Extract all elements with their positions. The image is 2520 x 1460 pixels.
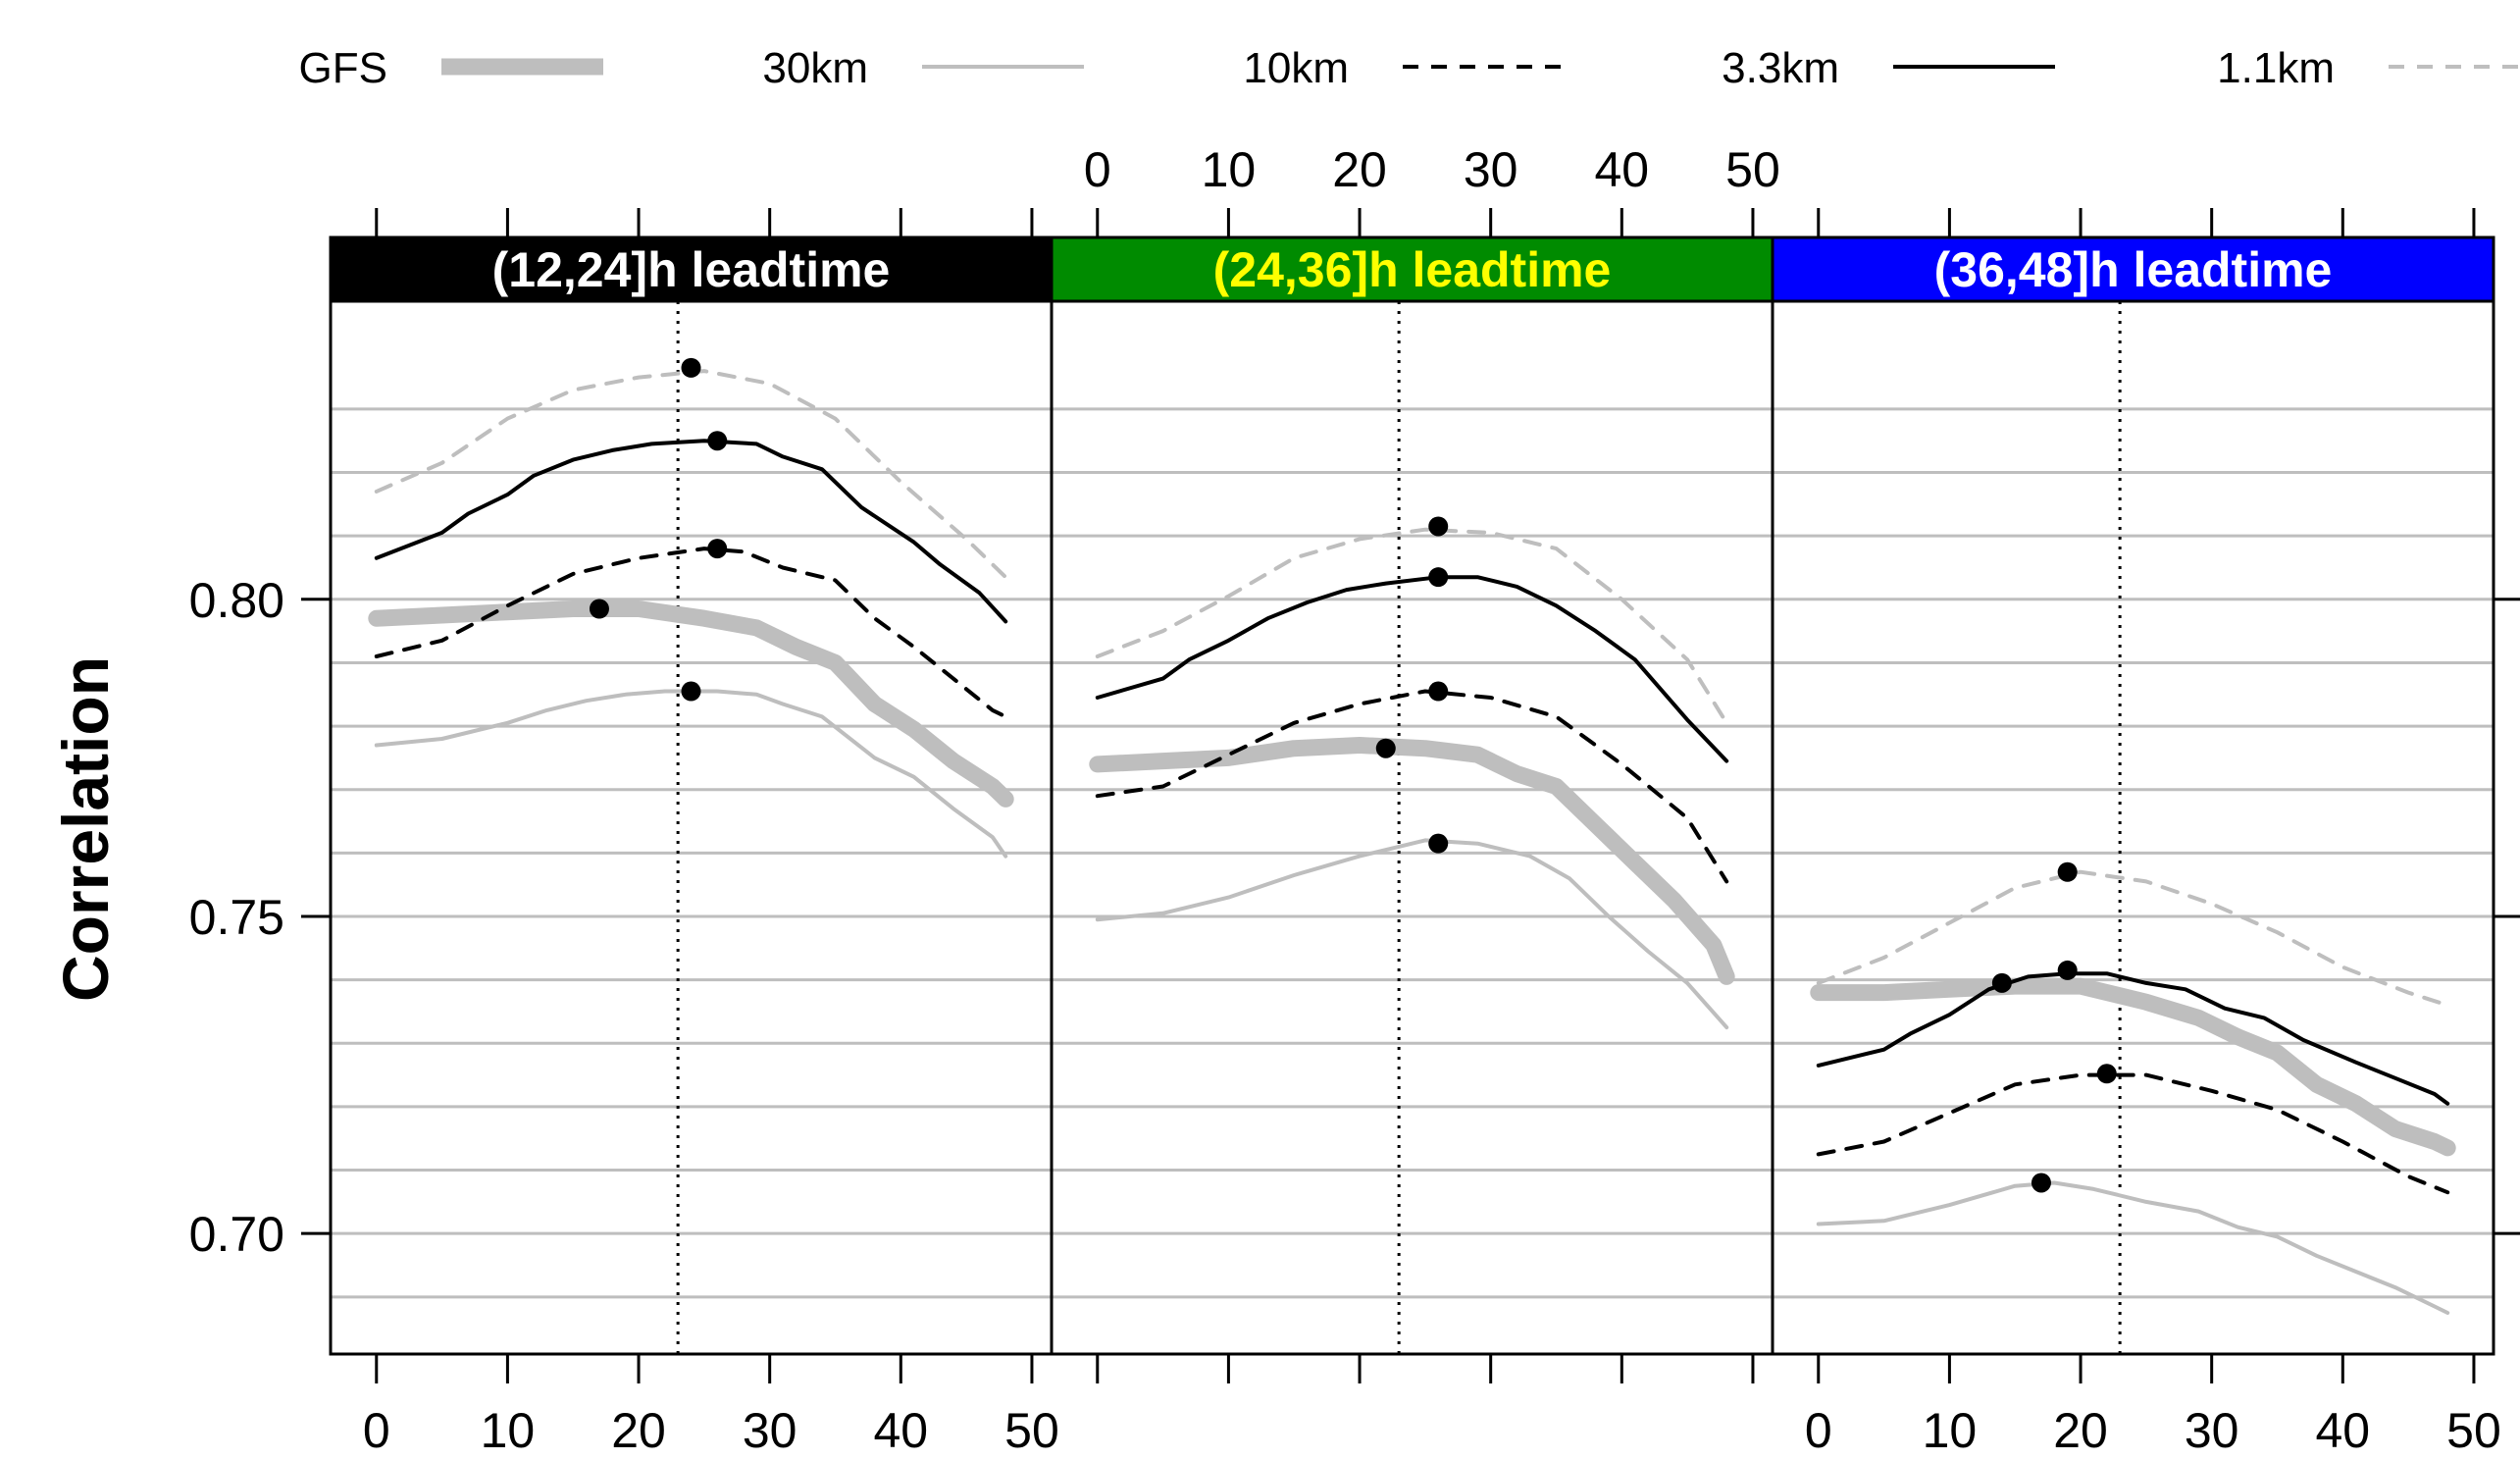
series-line-3-3km xyxy=(1816,971,2450,1106)
x-tick-label-bottom: 30 xyxy=(2185,1403,2239,1458)
gridlines xyxy=(331,407,1052,1299)
legend-item-30km: 30km xyxy=(762,44,1084,92)
top-x-axis: 0 10 20 30 40 50 xyxy=(375,142,2476,237)
gridlines xyxy=(1052,407,1773,1299)
series-line-10km xyxy=(1816,1072,2450,1195)
panel-title: (36,48]h leadtime xyxy=(1934,242,2333,297)
panel-frame xyxy=(1771,299,2495,1356)
x-tick-label-bottom: 30 xyxy=(743,1403,797,1458)
left-y-axis: 0.70 0.75 0.80 xyxy=(189,573,331,1262)
x-tick-label-bottom: 50 xyxy=(1004,1403,1059,1458)
panel-frame xyxy=(1050,299,1774,1356)
panel-strip xyxy=(329,235,1054,303)
panel-1: (12,24]h leadtime xyxy=(329,235,1054,1356)
series-line-1-1km xyxy=(374,369,1008,580)
series-line-10km xyxy=(1095,689,1729,884)
series-line-10km xyxy=(374,547,1008,719)
x-tick-label-top: 40 xyxy=(1595,142,1650,197)
max-point-gfs xyxy=(1375,738,1396,758)
panel-2: (24,36]h leadtime xyxy=(1050,235,1774,1356)
y-tick-label: 0.75 xyxy=(189,890,284,945)
x-tick-label-bottom: 0 xyxy=(1805,1403,1832,1458)
x-tick-label-top: 0 xyxy=(1084,142,1111,197)
max-point-gfs xyxy=(1991,972,2012,993)
x-tick-label-bottom: 40 xyxy=(874,1403,929,1458)
panel-title: (24,36]h leadtime xyxy=(1213,242,1612,297)
x-tick-label-bottom: 20 xyxy=(611,1403,666,1458)
x-tick-label-top: 30 xyxy=(1464,142,1518,197)
series-line-1-1km xyxy=(1095,527,1729,725)
x-tick-label-bottom: 10 xyxy=(481,1403,536,1458)
legend-item-gfs: GFS xyxy=(299,44,603,92)
panel-title: (12,24]h leadtime xyxy=(492,242,891,297)
panels: (12,24]h leadtime (24,36]h leadtime (36,48… xyxy=(329,235,2495,1356)
max-point-30km xyxy=(681,681,701,702)
max-point-10km xyxy=(707,539,728,559)
legend-label-1-1km: 1.1km xyxy=(2217,44,2335,92)
max-point-3-3km xyxy=(1428,567,1449,588)
x-tick-label-top: 50 xyxy=(1725,142,1780,197)
panel-strip xyxy=(1771,235,2495,303)
y-tick-label: 0.70 xyxy=(189,1207,284,1262)
series-line-3-3km xyxy=(1095,575,1729,763)
series-line-30km xyxy=(1816,1180,2450,1315)
max-point-1-1km xyxy=(2057,861,2078,882)
series-line-gfs xyxy=(1089,737,1735,985)
max-point-30km xyxy=(2031,1173,2051,1193)
series-line-3-3km xyxy=(374,439,1008,624)
right-y-axis xyxy=(2494,598,2520,1235)
x-tick-label-bottom: 0 xyxy=(363,1403,390,1458)
y-axis-label: Correlation xyxy=(49,656,122,1002)
panel-frame xyxy=(329,299,1054,1356)
max-point-1-1km xyxy=(1428,516,1449,537)
max-point-3-3km xyxy=(707,431,728,451)
series-line-30km xyxy=(374,689,1008,859)
x-tick-label-bottom: 10 xyxy=(1923,1403,1978,1458)
series-lines xyxy=(368,369,1014,859)
series-line-1-1km xyxy=(1816,869,2450,1008)
x-tick-label-top: 10 xyxy=(1202,142,1257,197)
series-line-gfs xyxy=(1810,977,2456,1157)
panel-3: (36,48]h leadtime xyxy=(1771,235,2495,1356)
series-line-gfs xyxy=(368,600,1014,808)
legend-item-1-1km: 1.1km xyxy=(2217,44,2520,92)
max-point-3-3km xyxy=(2057,960,2078,980)
x-tick-label-bottom: 20 xyxy=(2053,1403,2108,1458)
legend-item-10km: 10km xyxy=(1243,44,1565,92)
x-tick-label-bottom: 40 xyxy=(2316,1403,2371,1458)
panel-strip xyxy=(1050,235,1774,303)
x-tick-label-top: 20 xyxy=(1332,142,1387,197)
max-point-30km xyxy=(1428,833,1449,854)
legend-label-3-3km: 3.3km xyxy=(1722,44,1839,92)
series-lines xyxy=(1810,869,2456,1315)
max-point-10km xyxy=(1428,681,1449,702)
legend-label-gfs: GFS xyxy=(299,44,387,92)
legend: GFS 30km 10km 3.3km 1.1km xyxy=(299,44,2520,92)
legend-item-3-3km: 3.3km xyxy=(1722,44,2055,92)
legend-label-30km: 30km xyxy=(762,44,868,92)
max-point-10km xyxy=(2096,1064,2117,1084)
y-tick-label: 0.80 xyxy=(189,573,284,628)
bottom-x-axis: 0 10 20 30 40 50 0 10 20 30 40 50 xyxy=(363,1354,2501,1458)
series-line-30km xyxy=(1095,838,1729,1030)
max-point-gfs xyxy=(589,599,609,619)
series-lines xyxy=(1089,527,1735,1030)
x-tick-label-bottom: 50 xyxy=(2446,1403,2501,1458)
legend-label-10km: 10km xyxy=(1243,44,1349,92)
max-point-1-1km xyxy=(681,357,701,378)
